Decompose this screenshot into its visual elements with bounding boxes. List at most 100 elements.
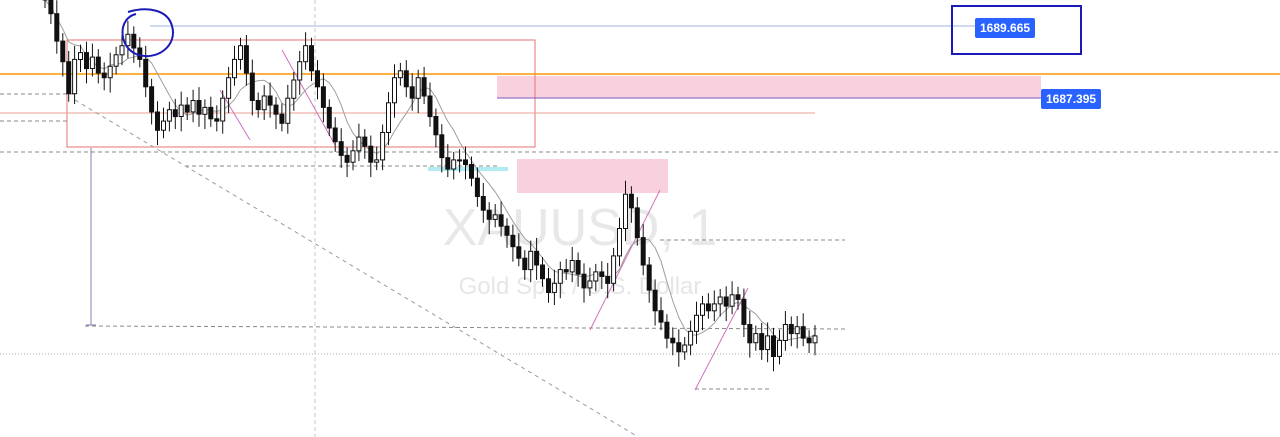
candle-body [753,333,759,344]
candle-body [273,104,279,115]
candle-body [89,56,95,69]
price-highlight-frame [951,5,1082,55]
candle-body [587,280,593,289]
watermark-ticker: XAUUSD, 1 [443,199,718,257]
candle-body [184,104,190,113]
candle-body [771,335,776,357]
candle-body [599,271,605,277]
candle-body [397,70,403,79]
candle-body [166,109,172,122]
candle-body [113,54,119,67]
candle-body [214,118,220,122]
price-label-upper[interactable]: 1689.665 [975,18,1036,38]
candle-body [741,298,747,325]
candle-body [777,339,782,357]
candle-body [617,228,622,257]
candle-body [220,97,226,122]
dashed-level-6 [84,325,846,330]
price-label-lower[interactable]: 1687.395 [1041,89,1102,109]
candle-body [486,209,492,220]
candle-body [457,159,463,162]
swing-line-2 [589,189,661,331]
candle-body [469,164,474,179]
candle-body [658,310,664,323]
liquidity-bar [428,167,508,171]
candle-body [510,234,516,248]
candle-body [315,70,320,88]
candle-body [84,52,89,70]
candle-body [504,225,510,236]
candle-body [451,159,457,170]
candle-body [765,335,771,351]
candle-body [392,77,397,104]
candle-body [812,335,818,344]
candle-body [688,330,694,346]
candle-body [226,77,232,99]
candle-body [806,337,812,344]
candle-body [474,177,480,197]
candle-body [320,86,326,108]
candle-body [569,260,575,273]
candle-body [717,296,723,305]
candle-body [551,282,557,293]
candle-body [143,58,149,88]
candle-body [190,100,196,113]
candle-body [95,56,101,74]
swing-line-3 [694,287,749,391]
candle-body [131,33,137,49]
candle-body [433,116,439,136]
candle-body [747,324,753,344]
candle-body [356,136,362,152]
candle-body [546,278,551,293]
candle-body [800,326,806,339]
candle-body [243,45,249,74]
candle-body [202,106,208,115]
candle-body [516,246,522,259]
candle-body [374,159,380,163]
candle-body [670,337,676,344]
candle-body [60,40,66,63]
candle-body [729,294,735,307]
candle-body [267,95,273,106]
candle-body [48,0,54,15]
candle-body [309,45,314,72]
candle-body [682,344,688,353]
candle-body [368,145,374,163]
annotations [121,8,174,57]
candle-body [196,100,202,115]
candle-body [605,276,611,284]
candle-body [178,104,184,117]
candle-body [119,45,125,56]
candle-body [238,45,243,60]
candle-body [634,207,640,239]
candle-body [705,303,711,312]
candle-body [788,324,794,335]
candle-body [480,196,486,211]
swing-line-1 [281,49,336,146]
supply-zone-lower [517,159,668,193]
candle-body [593,271,599,282]
candle-body [782,324,788,341]
candle-body [161,120,166,131]
candle-body [344,154,350,163]
candle-body [338,141,344,156]
candlestick-series [42,0,818,372]
candle-body [463,159,468,165]
candle-body [101,72,107,79]
watermark-description: Gold Spot / U.S. Dollar [459,273,702,300]
candle-body [439,134,445,159]
candle-body [155,111,160,131]
candle-body [540,264,545,280]
candle-body [652,289,658,312]
symbol-watermark: XAUUSD, 1 Gold Spot / U.S. Dollar [443,199,718,300]
supply-zone-upper [497,76,1041,98]
candle-body [557,269,563,284]
candle-body [694,314,699,332]
candle-body [232,58,237,79]
candle-body [628,193,634,209]
candle-body [581,273,587,289]
candle-body [285,97,291,124]
